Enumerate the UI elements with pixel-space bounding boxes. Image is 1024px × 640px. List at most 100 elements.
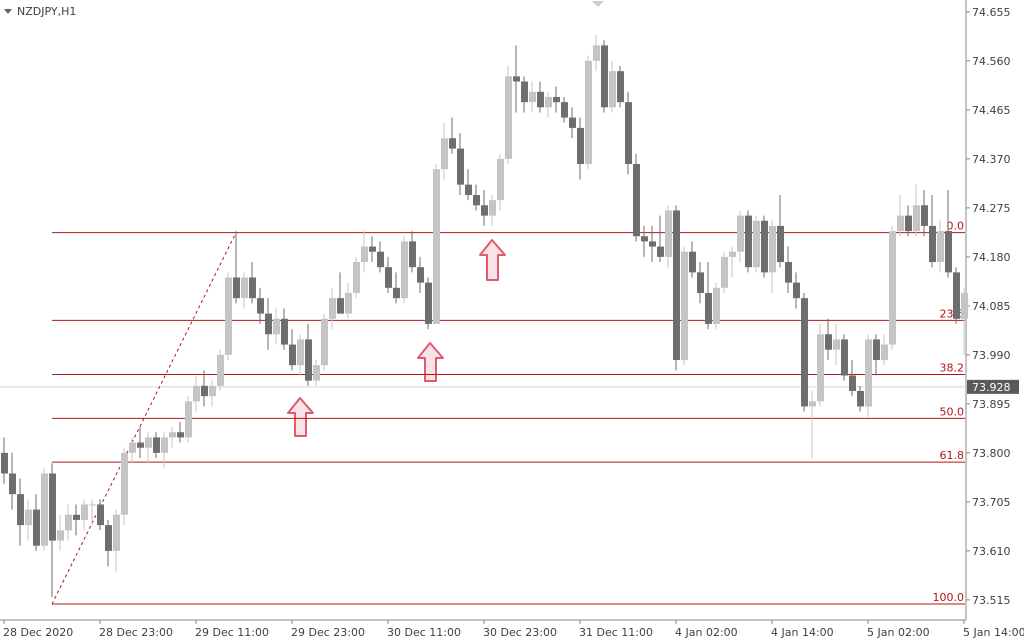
candle-body [201, 385, 208, 397]
candle-body [97, 504, 104, 526]
candle-body [145, 437, 152, 448]
candle-body [105, 525, 112, 551]
candle-body [425, 282, 432, 324]
candle-body [881, 344, 888, 361]
candle-body [961, 292, 968, 319]
candle-body [889, 231, 896, 345]
candle-body [945, 231, 952, 273]
candle-body [225, 277, 232, 355]
up-arrow [479, 239, 506, 281]
candle-body [257, 298, 264, 314]
candle-body [321, 318, 328, 366]
y-tick-label: 73.515 [972, 594, 1011, 607]
x-tick-label: 4 Jan 02:00 [675, 626, 738, 639]
candle-body [641, 236, 648, 242]
up-arrow [417, 342, 444, 382]
candle-body [73, 514, 80, 520]
y-tick-label: 73.895 [972, 398, 1011, 411]
y-tick-label: 74.465 [972, 104, 1011, 117]
candle-body [25, 509, 32, 526]
candle-body [769, 225, 776, 273]
x-tick-label: 29 Dec 23:00 [291, 626, 365, 639]
candle-body [937, 231, 944, 263]
candle-body [577, 127, 584, 165]
candle-body [449, 138, 456, 149]
candle-body [921, 205, 928, 226]
candle-body [857, 390, 864, 407]
candle-body [649, 241, 656, 247]
y-tick-label: 73.610 [972, 545, 1011, 558]
x-tick-label: 4 Jan 14:00 [771, 626, 834, 639]
candle-body [617, 71, 624, 103]
candle-body [377, 251, 384, 268]
candle-body [633, 164, 640, 237]
candle-body [81, 504, 88, 520]
candle-body [849, 375, 856, 391]
candle-body [297, 339, 304, 366]
candle-body [545, 96, 552, 108]
candle-body [121, 452, 128, 515]
y-tick-label: 73.800 [972, 447, 1011, 460]
candle-body [665, 210, 672, 257]
candle-body [537, 91, 544, 108]
candle-body [713, 287, 720, 324]
candle-body [153, 437, 160, 453]
candle-body [689, 251, 696, 273]
candle-body [761, 220, 768, 273]
candle-body [473, 194, 480, 206]
candle-body [817, 334, 824, 402]
candle-body [777, 225, 784, 263]
candle-body [601, 45, 608, 108]
candle-body [361, 246, 368, 263]
x-tick-label: 5 Jan 14:00 [963, 626, 1024, 639]
candle-body [785, 262, 792, 283]
candle-body [457, 148, 464, 185]
candle-body [521, 81, 528, 103]
candle-body [865, 339, 872, 407]
current-price-label: 73.928 [972, 381, 1011, 394]
x-tick-label: 29 Dec 11:00 [195, 626, 269, 639]
chart-title: NZDJPY,H1 [17, 5, 76, 18]
menu-triangle[interactable] [4, 9, 12, 14]
candle-body [465, 184, 472, 195]
fib-label: 61.8 [940, 449, 965, 462]
candle-body [393, 287, 400, 299]
candle-body [313, 365, 320, 381]
candle-body [833, 339, 840, 350]
candle-body [417, 267, 424, 283]
candle-body [753, 220, 760, 268]
candle-body [809, 401, 816, 407]
candle-body [497, 158, 504, 201]
candle-body [441, 138, 448, 170]
candle-body [705, 292, 712, 324]
candle-body [593, 45, 600, 61]
candle-body [505, 76, 512, 159]
candle-body [697, 272, 704, 293]
candle-body [481, 205, 488, 216]
candle-body [161, 437, 168, 453]
fib-label: 50.0 [940, 405, 965, 418]
y-tick-label: 73.705 [972, 496, 1011, 509]
candle-body [33, 509, 40, 546]
candle-body [793, 282, 800, 299]
arrows [287, 239, 506, 437]
candle-body [729, 251, 736, 257]
x-tick-label: 28 Dec 2020 [3, 626, 73, 639]
y-tick-label: 73.990 [972, 349, 1011, 362]
candle-body [433, 169, 440, 324]
candle-body [401, 241, 408, 299]
candle-body [409, 241, 416, 268]
candle-body [265, 313, 272, 335]
candle-body [241, 277, 248, 299]
candle-body [873, 339, 880, 361]
shift-marker [592, 1, 604, 7]
candle-body [553, 96, 560, 103]
candle-body [681, 251, 688, 361]
candle-body [185, 401, 192, 438]
candle-body [841, 339, 848, 376]
candle-body [737, 215, 744, 252]
fib-label: 23.6 [940, 307, 965, 320]
candle-body [9, 473, 16, 495]
y-tick-label: 74.180 [972, 251, 1011, 264]
fib-label: 0.0 [947, 220, 965, 233]
